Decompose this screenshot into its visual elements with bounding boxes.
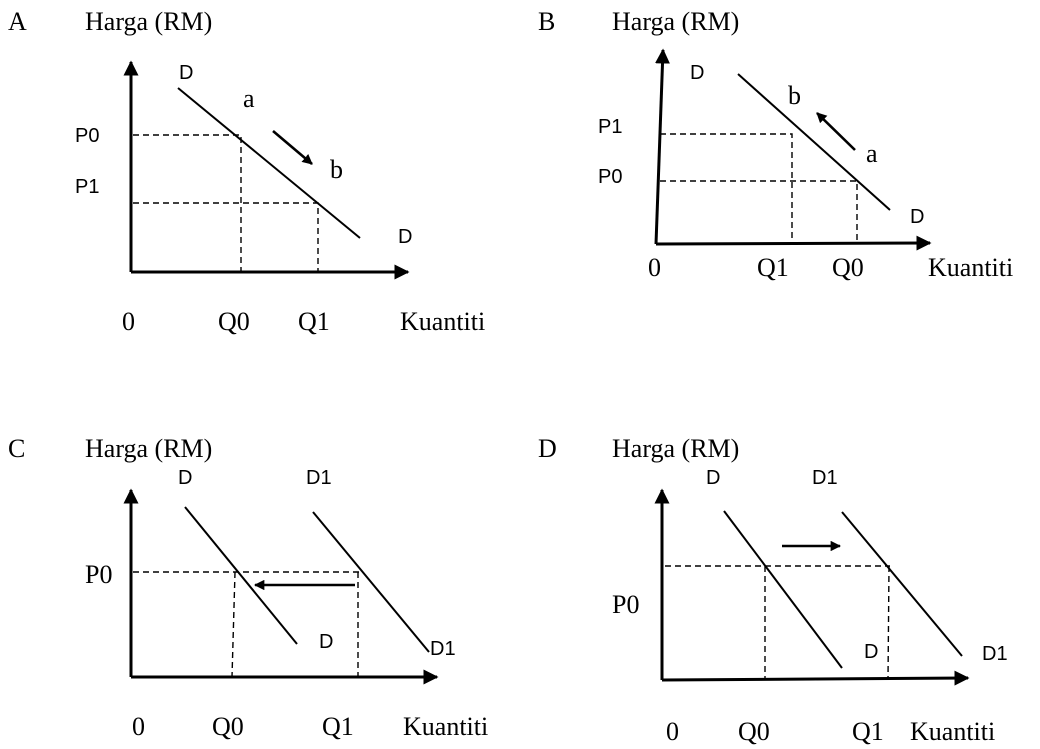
price-label: P0 — [85, 560, 112, 589]
curve-label: D1 — [982, 643, 1008, 665]
origin-label: 0 — [132, 712, 145, 741]
movement-arrow — [272, 130, 313, 165]
demand-curve-d — [184, 506, 298, 645]
qty-label: Q1 — [757, 253, 789, 282]
qty-label: Q0 — [832, 253, 864, 282]
curve-label: D — [398, 226, 412, 248]
price-label: P1 — [598, 116, 622, 138]
qty-label: Q0 — [218, 307, 250, 336]
movement-arrow — [816, 112, 856, 151]
panel-letter: C — [8, 434, 25, 463]
y-axis-label: Harga (RM) — [85, 7, 212, 36]
dashed-guide-p0-q0 — [660, 180, 858, 244]
demand-curve-d1 — [312, 511, 430, 653]
panel-letter: B — [538, 7, 555, 36]
point-label: a — [243, 84, 255, 113]
qty-label: Q0 — [738, 717, 770, 746]
dashed-guide-p1-q1 — [660, 133, 793, 244]
dashed-guide-p0-q0 — [133, 134, 242, 272]
panel-d: D Harga (RM) D D1 D D1 P0 0 Q0 Q1 Kuanti… — [538, 434, 1008, 746]
curve-label: D — [319, 631, 333, 653]
curve-label: D — [864, 641, 878, 663]
x-axis — [661, 670, 970, 686]
dashed-guide-q1 — [887, 565, 890, 681]
panel-letter: D — [538, 434, 557, 463]
demand-curve-d1 — [841, 511, 963, 657]
curve-label: D — [910, 206, 924, 228]
y-axis-label: Harga (RM) — [612, 7, 739, 36]
demand-curve-d — [177, 87, 361, 239]
y-axis-label: Harga (RM) — [612, 434, 739, 463]
panel-c: C Harga (RM) D D1 D D1 P0 0 Q0 Q1 Kuanti… — [8, 434, 488, 741]
panel-letter: A — [8, 7, 27, 36]
price-label: P0 — [598, 166, 622, 188]
qty-label: Q0 — [212, 712, 244, 741]
origin-label: 0 — [122, 307, 135, 336]
curve-label: D1 — [306, 467, 332, 489]
dashed-guide-p1-q1 — [133, 202, 319, 272]
point-label: a — [866, 139, 878, 168]
curve-label: D1 — [430, 638, 456, 660]
x-axis-label: Kuantiti — [400, 307, 485, 336]
price-label: P0 — [75, 125, 99, 147]
dashed-guide-q0 — [231, 571, 236, 678]
point-label: b — [330, 155, 343, 184]
demand-curve-d — [737, 73, 891, 211]
y-axis — [654, 48, 671, 245]
point-label: b — [788, 81, 801, 110]
demand-curve-d — [723, 510, 843, 669]
curve-label: D — [179, 62, 193, 84]
x-axis — [655, 235, 932, 251]
qty-label: Q1 — [298, 307, 330, 336]
panel-b: B Harga (RM) D D b a P1 P0 0 Q1 Q0 Kuant… — [538, 7, 1013, 282]
qty-label: Q1 — [322, 712, 354, 741]
x-axis-label: Kuantiti — [403, 712, 488, 741]
curve-label: D — [706, 467, 720, 489]
origin-label: 0 — [648, 253, 661, 282]
qty-label: Q1 — [852, 717, 884, 746]
price-label: P1 — [75, 176, 99, 198]
x-axis-label: Kuantiti — [928, 253, 1013, 282]
panel-a: A Harga (RM) D D a b P0 P1 0 Q0 Q1 Kuant… — [8, 7, 485, 336]
y-axis-label: Harga (RM) — [85, 434, 212, 463]
x-axis-label: Kuantiti — [910, 717, 995, 746]
curve-label: D — [178, 467, 192, 489]
curve-label: D — [690, 62, 704, 84]
price-label: P0 — [612, 590, 639, 619]
origin-label: 0 — [666, 717, 679, 746]
curve-label: D1 — [812, 467, 838, 489]
